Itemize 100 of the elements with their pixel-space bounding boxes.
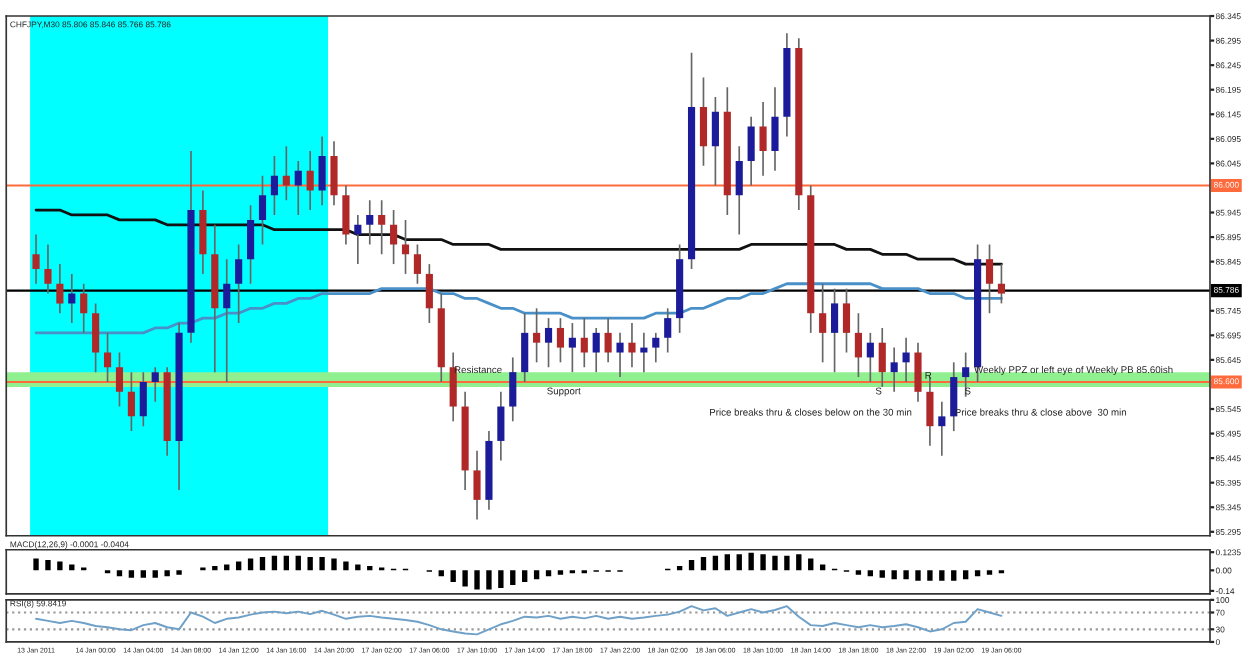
bar [140,570,146,578]
candlestick [914,341,922,403]
candlestick [366,199,374,246]
candlestick [199,189,207,275]
candlestick [509,356,517,423]
candlestick [390,209,398,265]
bar [355,564,361,571]
candlestick [842,287,851,354]
candlestick [354,214,362,265]
candlestick [473,449,481,521]
bar [307,557,313,571]
candlestick [664,307,672,354]
bar [343,561,349,571]
candlestick [103,332,112,383]
candlestick [866,332,874,383]
candlestick [580,317,588,369]
bar [474,570,480,590]
candlestick [115,351,124,408]
bar [533,570,540,580]
candlestick [556,317,565,364]
candlestick [759,101,767,177]
candlestick [997,263,1005,305]
line-series [35,605,1003,636]
candlestick [628,322,636,369]
candlestick [235,243,243,324]
bar [867,570,874,577]
bar [724,554,730,571]
bar [224,564,230,571]
candlestick [819,282,827,364]
candlestick [449,351,457,423]
candlestick [139,371,147,428]
candlestick [68,273,76,324]
bar [69,564,75,571]
candlestick [294,160,302,216]
bar [450,570,456,583]
bar [772,555,778,571]
candlestick [330,140,338,206]
candlestick [735,145,743,236]
bar [57,561,63,571]
bar [903,570,909,580]
candlestick [544,317,553,369]
candlestick [342,184,350,246]
bar [522,570,528,583]
bar [974,570,981,577]
bar [164,570,170,577]
candlestick [711,96,719,187]
candlestick [771,86,779,172]
bar [45,560,51,571]
candlestick [378,199,386,256]
candlestick [258,174,267,246]
candlestick [878,327,886,388]
candlestick [938,400,946,457]
candlestick [44,243,52,295]
bar [33,558,39,571]
bar [962,570,969,580]
bar [796,554,802,571]
candlestick [80,282,88,334]
candlestick [604,317,612,364]
candlestick [854,312,862,378]
bar [438,570,444,577]
candlestick [151,366,159,403]
bar [116,570,123,577]
candlestick [962,351,970,398]
bar [891,570,897,580]
bar [319,557,325,571]
candlestick [425,263,433,324]
candlestick [747,115,755,187]
candlestick [640,332,648,373]
candlestick [282,145,290,202]
candlestick [92,302,100,373]
candlestick [890,346,898,393]
candlestick [652,332,660,364]
bar [736,554,742,571]
bar [927,570,933,581]
bar [700,557,707,571]
candlestick [56,263,64,315]
bar [688,560,695,571]
candlestick [592,327,600,373]
bar [331,558,337,571]
candlestick [32,233,40,285]
bar [760,554,766,571]
candlestick [127,371,135,432]
bar [259,557,266,571]
candlestick [950,361,958,432]
candlestick [831,287,839,373]
candlestick [521,312,529,383]
bar [939,570,945,581]
candlestick [902,336,910,383]
candlestick [926,376,934,447]
bar [879,570,885,578]
bar [915,570,921,581]
candlestick [306,150,314,211]
candlestick [247,204,255,285]
bar [545,570,552,577]
bar [951,570,957,581]
candlestick [270,155,278,216]
candlestick [497,390,505,462]
bar [784,555,790,571]
candlestick [413,243,422,285]
bar [819,564,826,571]
